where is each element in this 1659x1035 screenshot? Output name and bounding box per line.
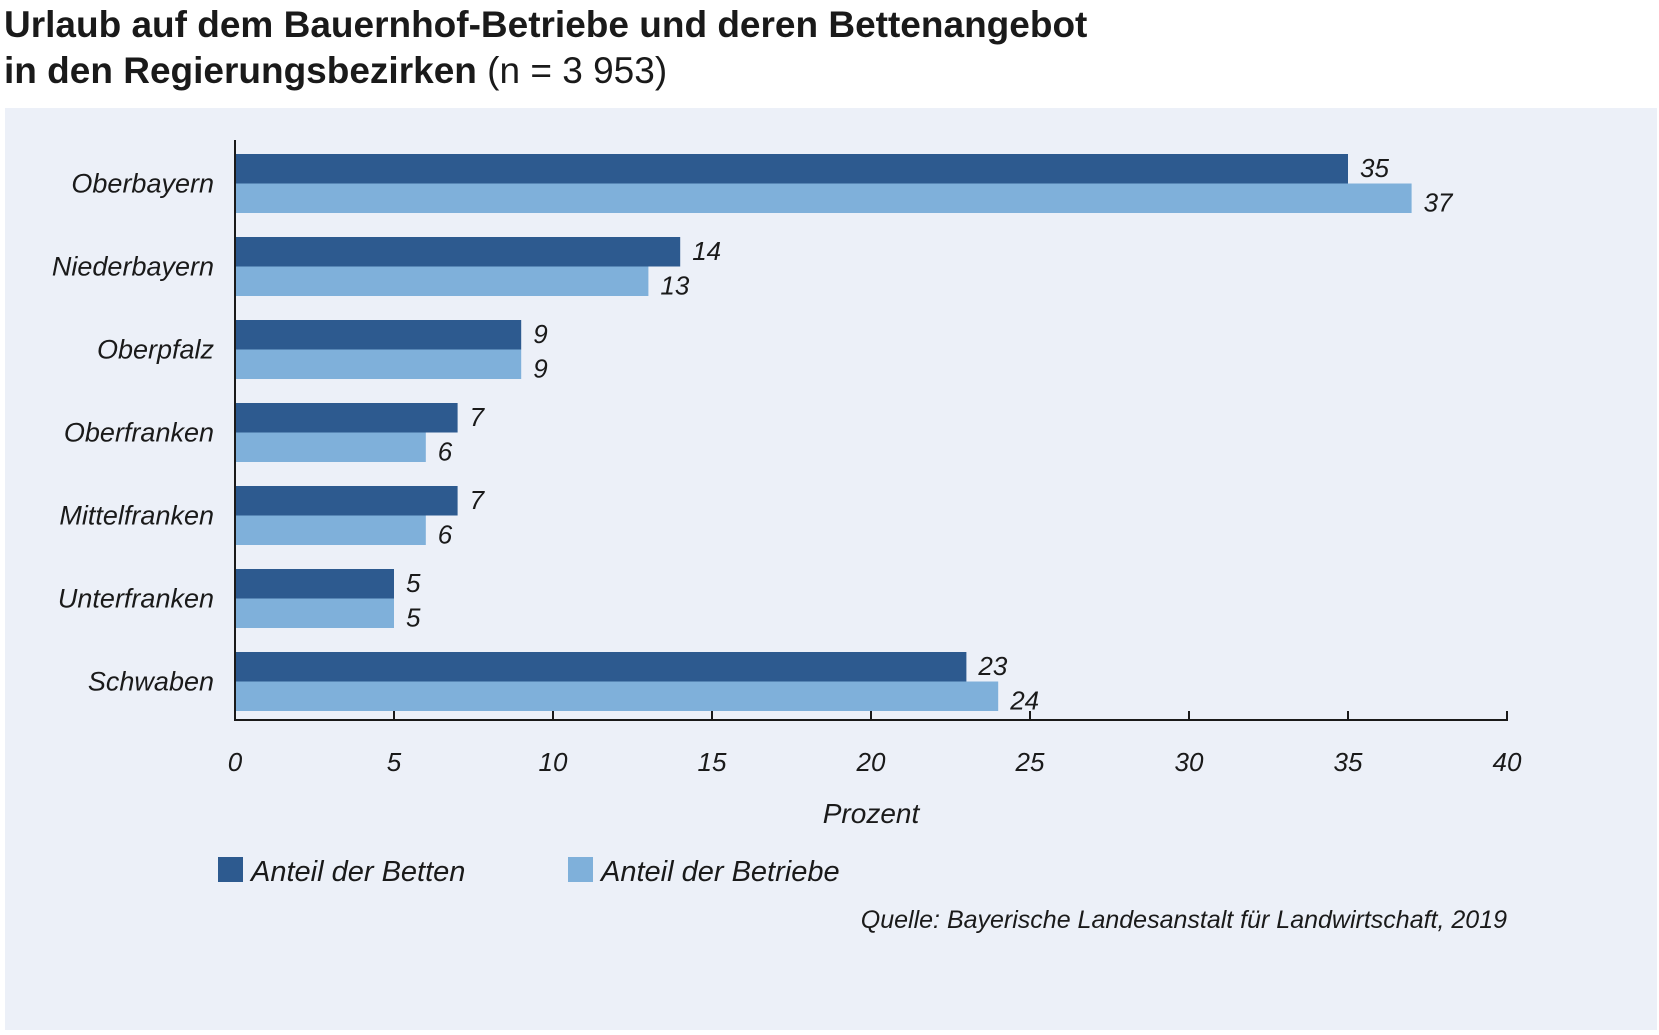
bar-betten — [235, 652, 967, 682]
legend-label: Anteil der Betriebe — [599, 856, 840, 888]
bar-betten — [235, 569, 394, 599]
title-line-2-text: in den Regierungsbezirken — [4, 50, 477, 91]
bar-betten — [235, 403, 458, 433]
data-label: 9 — [533, 319, 547, 349]
legend-swatch — [218, 857, 243, 882]
legend-label: Anteil der Betten — [249, 856, 465, 888]
data-label: 6 — [438, 437, 453, 467]
data-label: 5 — [406, 603, 421, 633]
data-label: 35 — [1360, 153, 1389, 183]
legend: Anteil der Betten Anteil der Betriebe — [218, 856, 840, 888]
data-label: 7 — [470, 402, 486, 432]
bar-betten — [235, 154, 1348, 184]
data-label: 24 — [1009, 686, 1039, 716]
data-label: 5 — [406, 568, 421, 598]
data-label: 37 — [1424, 188, 1454, 218]
bar-betriebe — [235, 681, 999, 711]
bar-betten — [235, 320, 522, 350]
data-label: 14 — [692, 236, 721, 266]
data-label: 13 — [660, 271, 689, 301]
bars-group — [235, 154, 1412, 711]
chart-title: Urlaub auf dem Bauernhof-Betriebe und de… — [4, 2, 1644, 94]
category-labels: Oberbayern Niederbayern Oberpfalz Oberfrank… — [52, 169, 215, 697]
bar-betten — [235, 486, 458, 516]
x-tick-labels: 0 5 10 15 20 25 30 35 40 — [228, 747, 1522, 777]
bar-betriebe — [235, 515, 426, 545]
sample-size: (n = 3 953) — [487, 50, 668, 91]
bar-betriebe — [235, 432, 426, 462]
axes-group — [234, 140, 1508, 721]
x-tick-label: 15 — [698, 747, 727, 777]
x-tick-label: 40 — [1493, 747, 1522, 777]
category-label: Oberpfalz — [97, 335, 215, 365]
category-label: Mittelfranken — [59, 501, 214, 531]
x-axis-title: Prozent — [823, 798, 921, 829]
category-label: Unterfranken — [58, 584, 214, 614]
legend-swatch — [568, 857, 593, 882]
data-label: 6 — [438, 520, 453, 550]
bar-betriebe — [235, 266, 649, 296]
x-tick-label: 25 — [1015, 747, 1045, 777]
source-note: Quelle: Bayerische Landesanstalt für Lan… — [861, 906, 1507, 934]
data-label: 9 — [533, 354, 547, 384]
title-line-2: in den Regierungsbezirken (n = 3 953) — [4, 48, 1644, 94]
category-label: Niederbayern — [52, 252, 214, 282]
x-tick-label: 10 — [539, 747, 568, 777]
title-line-1: Urlaub auf dem Bauernhof-Betriebe und de… — [4, 4, 1088, 45]
x-tick-label: 20 — [856, 747, 886, 777]
category-label: Oberfranken — [64, 418, 214, 448]
bar-betriebe — [235, 183, 1412, 213]
category-label: Schwaben — [88, 667, 214, 697]
x-tick-label: 5 — [387, 747, 402, 777]
data-label: 23 — [977, 651, 1007, 681]
data-label: 7 — [470, 485, 486, 515]
bar-betten — [235, 237, 681, 267]
x-tick-label: 35 — [1334, 747, 1363, 777]
x-tick-label: 0 — [228, 747, 243, 777]
bar-betriebe — [235, 598, 394, 628]
bar-betriebe — [235, 349, 522, 379]
x-tick-label: 30 — [1175, 747, 1204, 777]
category-label: Oberbayern — [71, 169, 214, 199]
